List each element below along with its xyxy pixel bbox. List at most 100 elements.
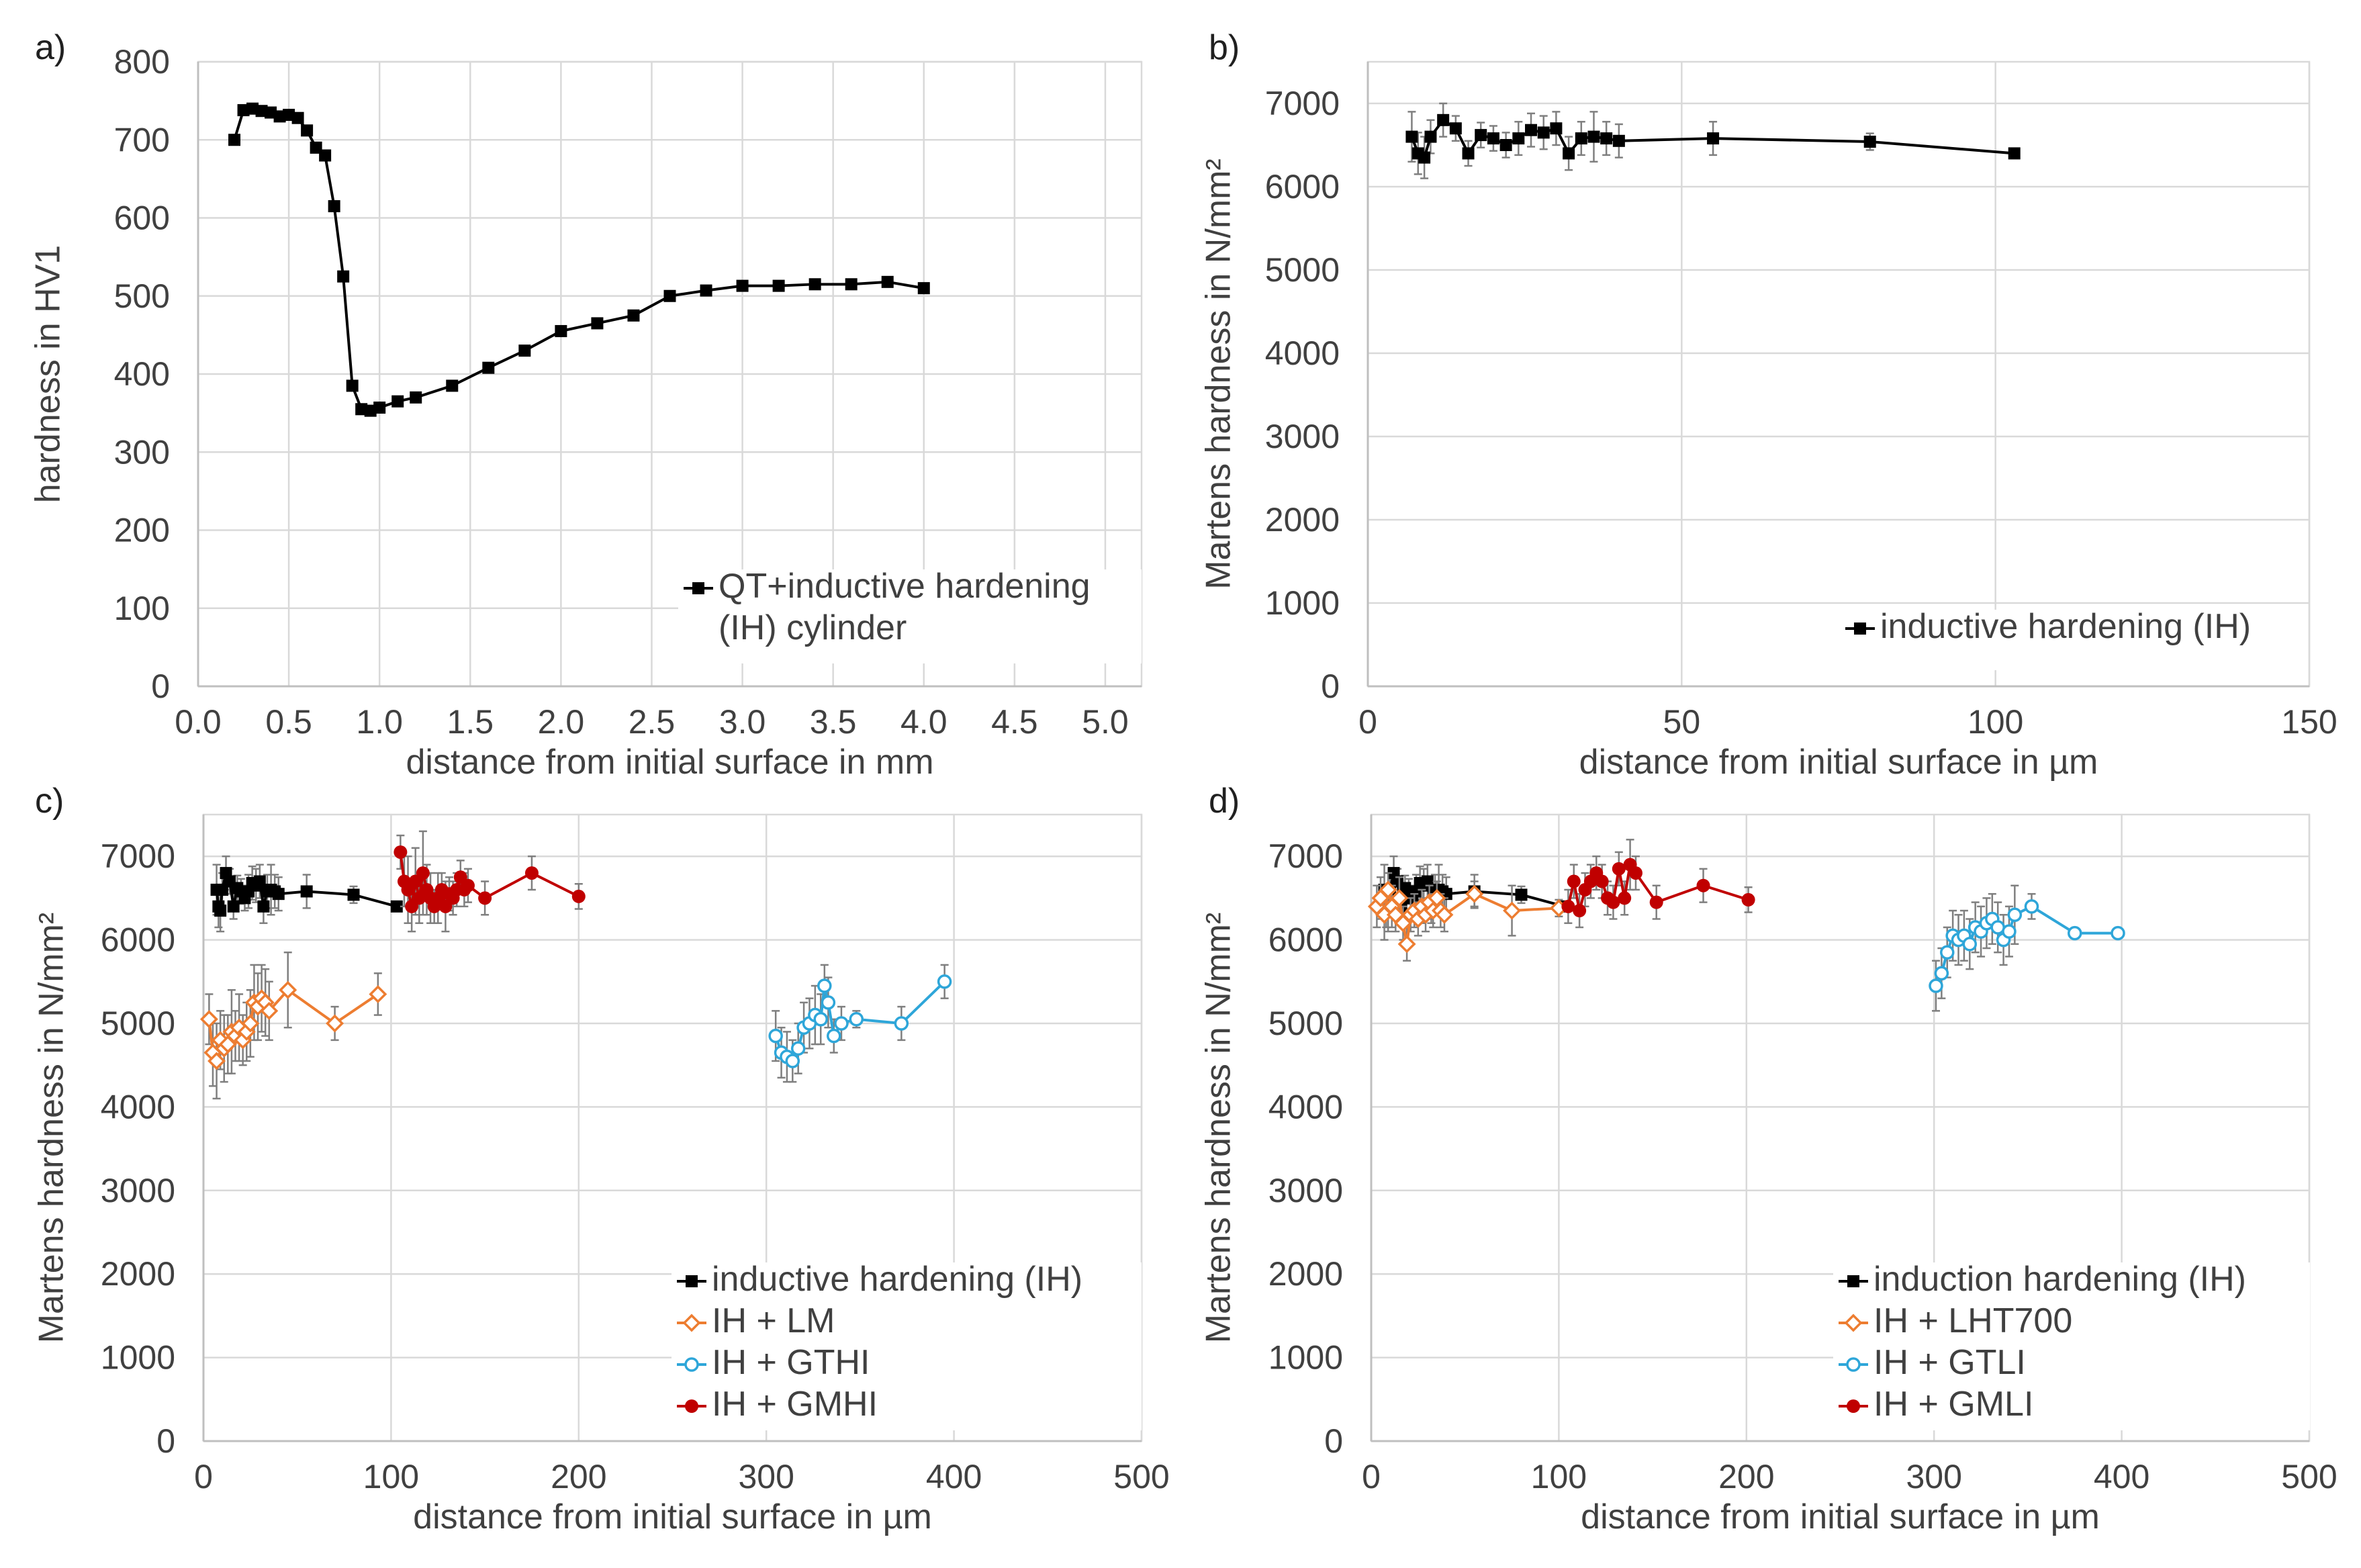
x-tick-label: 2.5 [629,703,676,741]
legend-label: QT+inductive hardening [719,567,1091,606]
y-tick-label: 3000 [1268,1172,1343,1209]
data-point [260,1001,279,1020]
data-point [207,1052,226,1070]
data-point [347,888,360,901]
data-point [2007,907,2023,923]
data-point [845,278,858,291]
data-point [808,278,821,291]
y-axis-label: Martens hardness in N/mm² [1199,913,1238,1344]
legend: QT+inductive hardening(IH) cylinder [678,567,1142,663]
data-point [1512,132,1525,145]
data-point [917,282,930,295]
panel-a: 0.0 0.5 1.0 1.5 2.0 2.5 3.0 3.5 4.0 4.5 5.0 0 100 200… [29,28,1143,782]
data-point [241,1014,260,1033]
data-point [1421,875,1434,888]
data-point [1567,874,1581,888]
data-point [478,891,492,905]
data-point [369,984,387,1003]
panel-label: c) [35,782,64,821]
data-point [228,134,241,146]
data-point [1449,122,1462,135]
data-point [1424,130,1437,143]
y-tick-label: 1000 [1268,1339,1343,1377]
data-point [937,974,952,989]
legend-swatch-marker [1846,1357,1861,1372]
data-point [700,284,712,297]
x-tick-label: 0 [1358,703,1377,741]
data-point [790,1041,806,1056]
x-tick-label: 400 [2094,1458,2149,1495]
x-tick-label: 1.0 [356,703,403,741]
legend-label: IH + GMLI [1873,1385,2033,1424]
panel-c: 0 100 200 300 400 500010002000300040005000600… [32,782,1170,1536]
data-point [364,404,377,417]
y-axis-label: Martens hardness in N/mm² [32,913,71,1344]
x-tick-label: 400 [926,1458,982,1495]
data-point [1595,874,1609,888]
y-axis-label: hardness in HV1 [29,245,68,503]
legend-background [672,1262,1142,1430]
y-tick-label: 4000 [1268,1088,1343,1125]
x-tick-label: 50 [1663,703,1701,741]
data-point [1418,151,1431,164]
x-axis-label: distance from initial surface in µm [1581,1497,2100,1536]
legend-swatch-marker [684,1357,699,1372]
y-tick-label: 7000 [1265,85,1340,122]
data-point [482,361,495,374]
data-point [1390,888,1409,907]
x-tick-label: 300 [738,1458,794,1495]
data-point [1435,905,1454,924]
panel-b: 0 50 100 150 0 1000 2000 3000 4000 5000 6000 7000 di… [1199,28,2337,782]
legend-label: inductive hardening (IH) [712,1260,1082,1299]
data-point [199,1010,218,1029]
data-point [817,978,832,993]
y-tick-label: 700 [114,121,170,158]
y-axis-label: Martens hardness in N/mm² [1199,158,1238,590]
x-tick-label: 0.5 [265,703,312,741]
data-point [881,275,894,288]
data-point [237,104,250,117]
data-point [1499,139,1512,151]
legend-swatch-marker [1854,622,1866,635]
x-axis-label: distance from initial surface in µm [1579,743,2098,782]
legend: inductive hardening (IH) [1840,607,2303,670]
data-point [2002,924,2017,939]
data-point [1707,132,1720,145]
series-2 [1929,884,2125,1012]
data-point [227,900,240,913]
x-tick-label: 500 [1113,1458,1169,1495]
data-point [1397,935,1416,954]
panel-d: 0 100 200 300 400 500010002000300040005000600… [1199,782,2337,1536]
data-point [214,905,227,917]
data-point [1606,895,1620,909]
legend-background [1840,610,2303,670]
series-3 [1561,839,1755,929]
x-tick-label: 5.0 [1082,703,1129,741]
x-tick-label: 100 [1968,703,2023,741]
data-point [827,1028,841,1044]
legend-swatch-marker [682,1313,701,1332]
y-tick-label: 2000 [1265,501,1340,539]
data-point [1940,945,1955,960]
data-point [1587,130,1600,143]
legend-background [678,569,1142,663]
x-tick-label: 0 [1362,1458,1381,1495]
plot-frame [1367,60,2311,688]
data-point [1561,899,1575,913]
series-line [1410,118,2015,160]
y-tick-label: 300 [114,433,170,471]
x-tick-label: 4.5 [991,703,1038,741]
data-point [1575,132,1587,145]
legend-label: IH + GTLI [1873,1343,2026,1382]
y-tick-label: 2000 [101,1255,175,1293]
data-point [319,149,332,162]
data-point [1462,147,1475,160]
y-tick-label: 5000 [1268,1005,1343,1042]
legend-label: induction hardening (IH) [1873,1260,2246,1299]
legend-label: IH + LM [712,1301,835,1340]
data-point [785,1054,800,1068]
y-tick-label: 0 [1321,667,1340,705]
data-point [1612,862,1626,876]
data-point [736,279,749,292]
series-1 [1367,872,1568,962]
